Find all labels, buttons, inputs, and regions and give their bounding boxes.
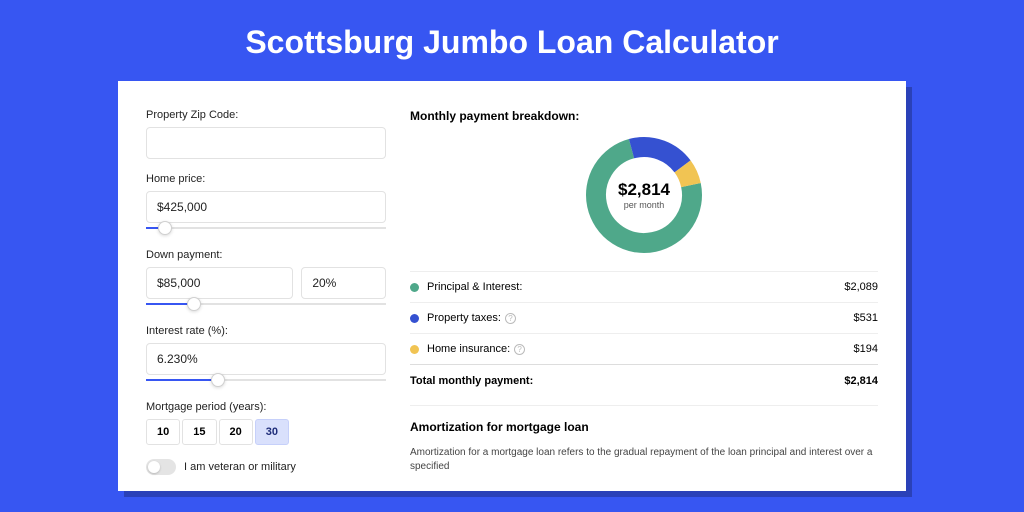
period-buttons: 10 15 20 30: [146, 419, 386, 445]
zip-label: Property Zip Code:: [146, 109, 386, 121]
breakdown-value-principal: $2,089: [844, 281, 878, 293]
veteran-row: I am veteran or military: [146, 459, 386, 475]
breakdown-value-insurance: $194: [854, 343, 878, 355]
zip-input[interactable]: [146, 127, 386, 159]
dot-principal: [410, 283, 419, 292]
period-label: Mortgage period (years):: [146, 401, 386, 413]
veteran-toggle[interactable]: [146, 459, 176, 475]
period-30-button[interactable]: 30: [255, 419, 289, 445]
zip-group: Property Zip Code:: [146, 109, 386, 159]
breakdown-title: Monthly payment breakdown:: [410, 109, 878, 123]
price-slider-thumb[interactable]: [158, 221, 172, 235]
price-input[interactable]: [146, 191, 386, 223]
breakdown-label-insurance: Home insurance:: [427, 343, 510, 355]
price-group: Home price:: [146, 173, 386, 235]
down-slider[interactable]: [146, 297, 386, 311]
period-10-button[interactable]: 10: [146, 419, 180, 445]
dot-insurance: [410, 345, 419, 354]
rate-slider-thumb[interactable]: [211, 373, 225, 387]
breakdown-column: Monthly payment breakdown: $2,814 per mo…: [410, 109, 878, 491]
donut-sub: per month: [624, 200, 665, 210]
dot-taxes: [410, 314, 419, 323]
calculator-panel: Property Zip Code: Home price: Down paym…: [118, 81, 906, 491]
rate-slider-fill: [146, 379, 218, 381]
breakdown-total-row: Total monthly payment: $2,814: [410, 364, 878, 397]
rate-label: Interest rate (%):: [146, 325, 386, 337]
donut-center: $2,814 per month: [584, 135, 704, 255]
total-value: $2,814: [844, 375, 878, 387]
breakdown-row-taxes: Property taxes: ? $531: [410, 302, 878, 333]
payment-donut-chart: $2,814 per month: [584, 135, 704, 255]
period-20-button[interactable]: 20: [219, 419, 253, 445]
down-slider-thumb[interactable]: [187, 297, 201, 311]
breakdown-row-principal: Principal & Interest: $2,089: [410, 271, 878, 302]
down-label: Down payment:: [146, 249, 386, 261]
breakdown-value-taxes: $531: [854, 312, 878, 324]
down-amount-input[interactable]: [146, 267, 293, 299]
period-15-button[interactable]: 15: [182, 419, 216, 445]
divider: [410, 405, 878, 406]
info-icon[interactable]: ?: [505, 313, 516, 324]
veteran-label: I am veteran or military: [184, 461, 296, 473]
down-group: Down payment:: [146, 249, 386, 311]
rate-slider[interactable]: [146, 373, 386, 387]
breakdown-label-taxes: Property taxes:: [427, 312, 501, 324]
price-label: Home price:: [146, 173, 386, 185]
rate-input[interactable]: [146, 343, 386, 375]
page-title: Scottsburg Jumbo Loan Calculator: [0, 0, 1024, 81]
info-icon[interactable]: ?: [514, 344, 525, 355]
total-label: Total monthly payment:: [410, 375, 844, 387]
breakdown-label-principal: Principal & Interest:: [427, 281, 844, 293]
down-percent-input[interactable]: [301, 267, 386, 299]
breakdown-row-insurance: Home insurance: ? $194: [410, 333, 878, 364]
price-slider[interactable]: [146, 221, 386, 235]
form-column: Property Zip Code: Home price: Down paym…: [146, 109, 386, 491]
donut-wrap: $2,814 per month: [410, 135, 878, 255]
donut-amount: $2,814: [618, 180, 670, 200]
period-group: Mortgage period (years): 10 15 20 30: [146, 401, 386, 445]
rate-group: Interest rate (%):: [146, 325, 386, 387]
amortization-title: Amortization for mortgage loan: [410, 420, 878, 434]
amortization-body: Amortization for a mortgage loan refers …: [410, 446, 878, 474]
